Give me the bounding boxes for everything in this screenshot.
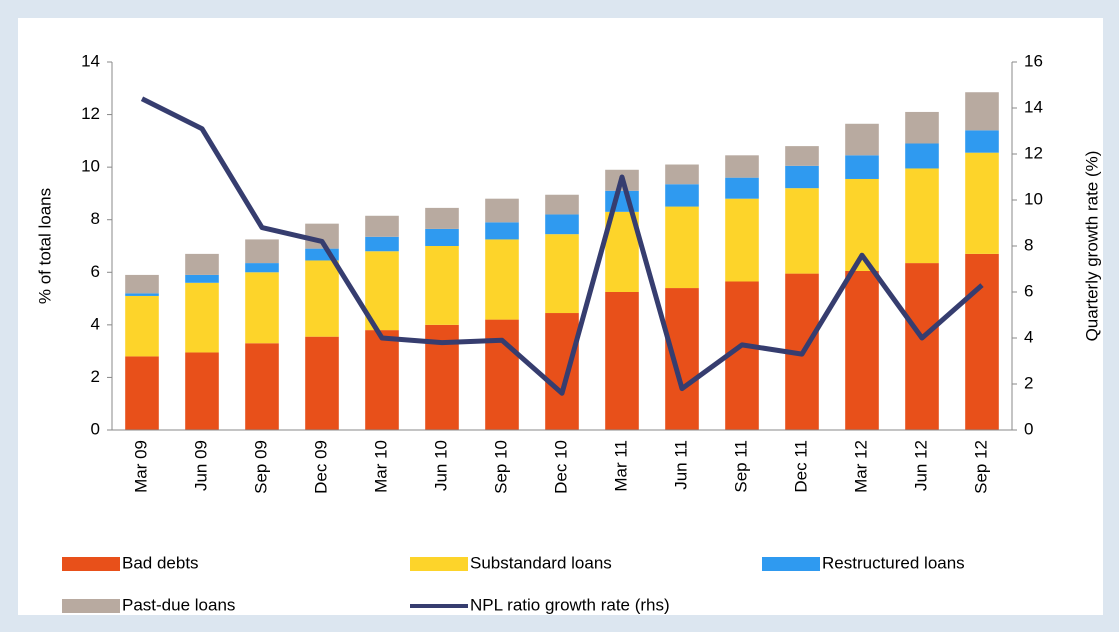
bar-segment xyxy=(185,253,219,275)
y-axis-title: % of total loans xyxy=(35,188,54,304)
y-tick-label: 6 xyxy=(91,262,100,281)
y2-tick-label: 2 xyxy=(1024,373,1033,392)
y2-tick-label: 4 xyxy=(1024,327,1033,346)
bar-segment xyxy=(965,152,999,254)
bar-segment xyxy=(425,207,459,229)
bar-segment xyxy=(245,343,279,430)
x-tick-label: Dec 09 xyxy=(311,440,330,494)
bar-segment xyxy=(965,130,999,153)
y2-tick-label: 12 xyxy=(1024,143,1043,162)
x-tick-label: Dec 10 xyxy=(551,440,570,494)
x-tick-label: Jun 11 xyxy=(671,440,690,490)
bar-segment xyxy=(965,92,999,131)
x-tick-label: Sep 10 xyxy=(491,440,510,494)
y2-tick-label: 16 xyxy=(1024,51,1043,70)
y-tick-label: 10 xyxy=(81,157,100,176)
bar-segment xyxy=(605,292,639,430)
bar-segment xyxy=(185,352,219,430)
bar-segment xyxy=(245,272,279,344)
bar-segment xyxy=(305,248,339,261)
bar-segment xyxy=(185,274,219,283)
y-tick-label: 4 xyxy=(91,314,100,333)
bar-segment xyxy=(425,228,459,246)
x-tick-label: Sep 11 xyxy=(731,440,750,493)
bar-segment xyxy=(725,155,759,178)
bar-segment xyxy=(545,214,579,235)
bar-segment xyxy=(485,319,519,430)
x-tick-label: Dec 11 xyxy=(791,440,810,493)
bar-segment xyxy=(365,215,399,237)
bar-segment xyxy=(185,282,219,353)
y-tick-label: 14 xyxy=(81,51,100,70)
bar-segment xyxy=(905,168,939,264)
bar-segment xyxy=(605,190,639,212)
bar-segment xyxy=(965,253,999,430)
bar-segment xyxy=(485,239,519,320)
legend-swatch xyxy=(762,557,820,571)
y-tick-label: 2 xyxy=(91,367,100,386)
bar-segment xyxy=(485,222,519,240)
bar-segment xyxy=(665,164,699,185)
bar-segment xyxy=(665,288,699,430)
y2-tick-label: 8 xyxy=(1024,235,1033,254)
y-tick-label: 12 xyxy=(81,104,100,123)
x-tick-label: Mar 12 xyxy=(851,440,870,493)
x-tick-label: Jun 12 xyxy=(911,440,930,491)
y2-tick-label: 14 xyxy=(1024,97,1043,116)
y2-axis-title: Quarterly growth rate (%) xyxy=(1082,151,1101,342)
y-tick-label: 0 xyxy=(91,419,100,438)
bar-segment xyxy=(125,295,159,357)
bar-segment xyxy=(365,330,399,430)
bar-segment xyxy=(785,165,819,189)
bar-segment xyxy=(425,246,459,325)
legend-label: Substandard loans xyxy=(470,553,612,572)
bar-segment xyxy=(545,313,579,430)
bar-segment xyxy=(125,293,159,296)
legend-label: NPL ratio growth rate (rhs) xyxy=(470,595,670,614)
y2-tick-label: 10 xyxy=(1024,189,1043,208)
bar-segment xyxy=(125,274,159,294)
bar-segment xyxy=(545,234,579,314)
bar-segment xyxy=(665,184,699,207)
legend-swatch xyxy=(62,557,120,571)
bar-segment xyxy=(845,123,879,156)
bar-segment xyxy=(125,356,159,430)
x-tick-label: Sep 12 xyxy=(971,440,990,494)
x-tick-label: Mar 09 xyxy=(131,440,150,493)
x-tick-label: Mar 11 xyxy=(611,440,630,492)
bar-segment xyxy=(365,236,399,252)
legend-swatch xyxy=(62,599,120,613)
bar-segment xyxy=(545,194,579,215)
bar-segment xyxy=(245,239,279,264)
bar-segment xyxy=(305,336,339,430)
y-tick-label: 8 xyxy=(91,209,100,228)
bar-segment xyxy=(305,260,339,337)
legend-label: Bad debts xyxy=(122,553,199,572)
x-tick-label: Jun 09 xyxy=(191,440,210,491)
bar-segment xyxy=(905,143,939,169)
x-tick-label: Sep 09 xyxy=(251,440,270,494)
legend-label: Past-due loans xyxy=(122,595,235,614)
line-series xyxy=(140,96,984,396)
bar-segment xyxy=(485,198,519,223)
bar-segment xyxy=(785,188,819,274)
legend-swatch xyxy=(410,557,468,571)
bar-segment xyxy=(905,263,939,430)
legend-label: Restructured loans xyxy=(822,553,965,572)
bar-segment xyxy=(665,206,699,289)
y2-tick-label: 0 xyxy=(1024,419,1033,438)
bar-segment xyxy=(845,155,879,179)
bar-segment xyxy=(725,177,759,199)
bar-segment xyxy=(785,146,819,166)
bar-segment xyxy=(725,198,759,282)
x-tick-label: Mar 10 xyxy=(371,440,390,493)
x-tick-label: Jun 10 xyxy=(431,440,450,491)
y2-tick-label: 6 xyxy=(1024,281,1033,300)
bar-segment xyxy=(245,263,279,273)
bar-segment xyxy=(845,270,879,430)
bar-segment xyxy=(905,111,939,144)
